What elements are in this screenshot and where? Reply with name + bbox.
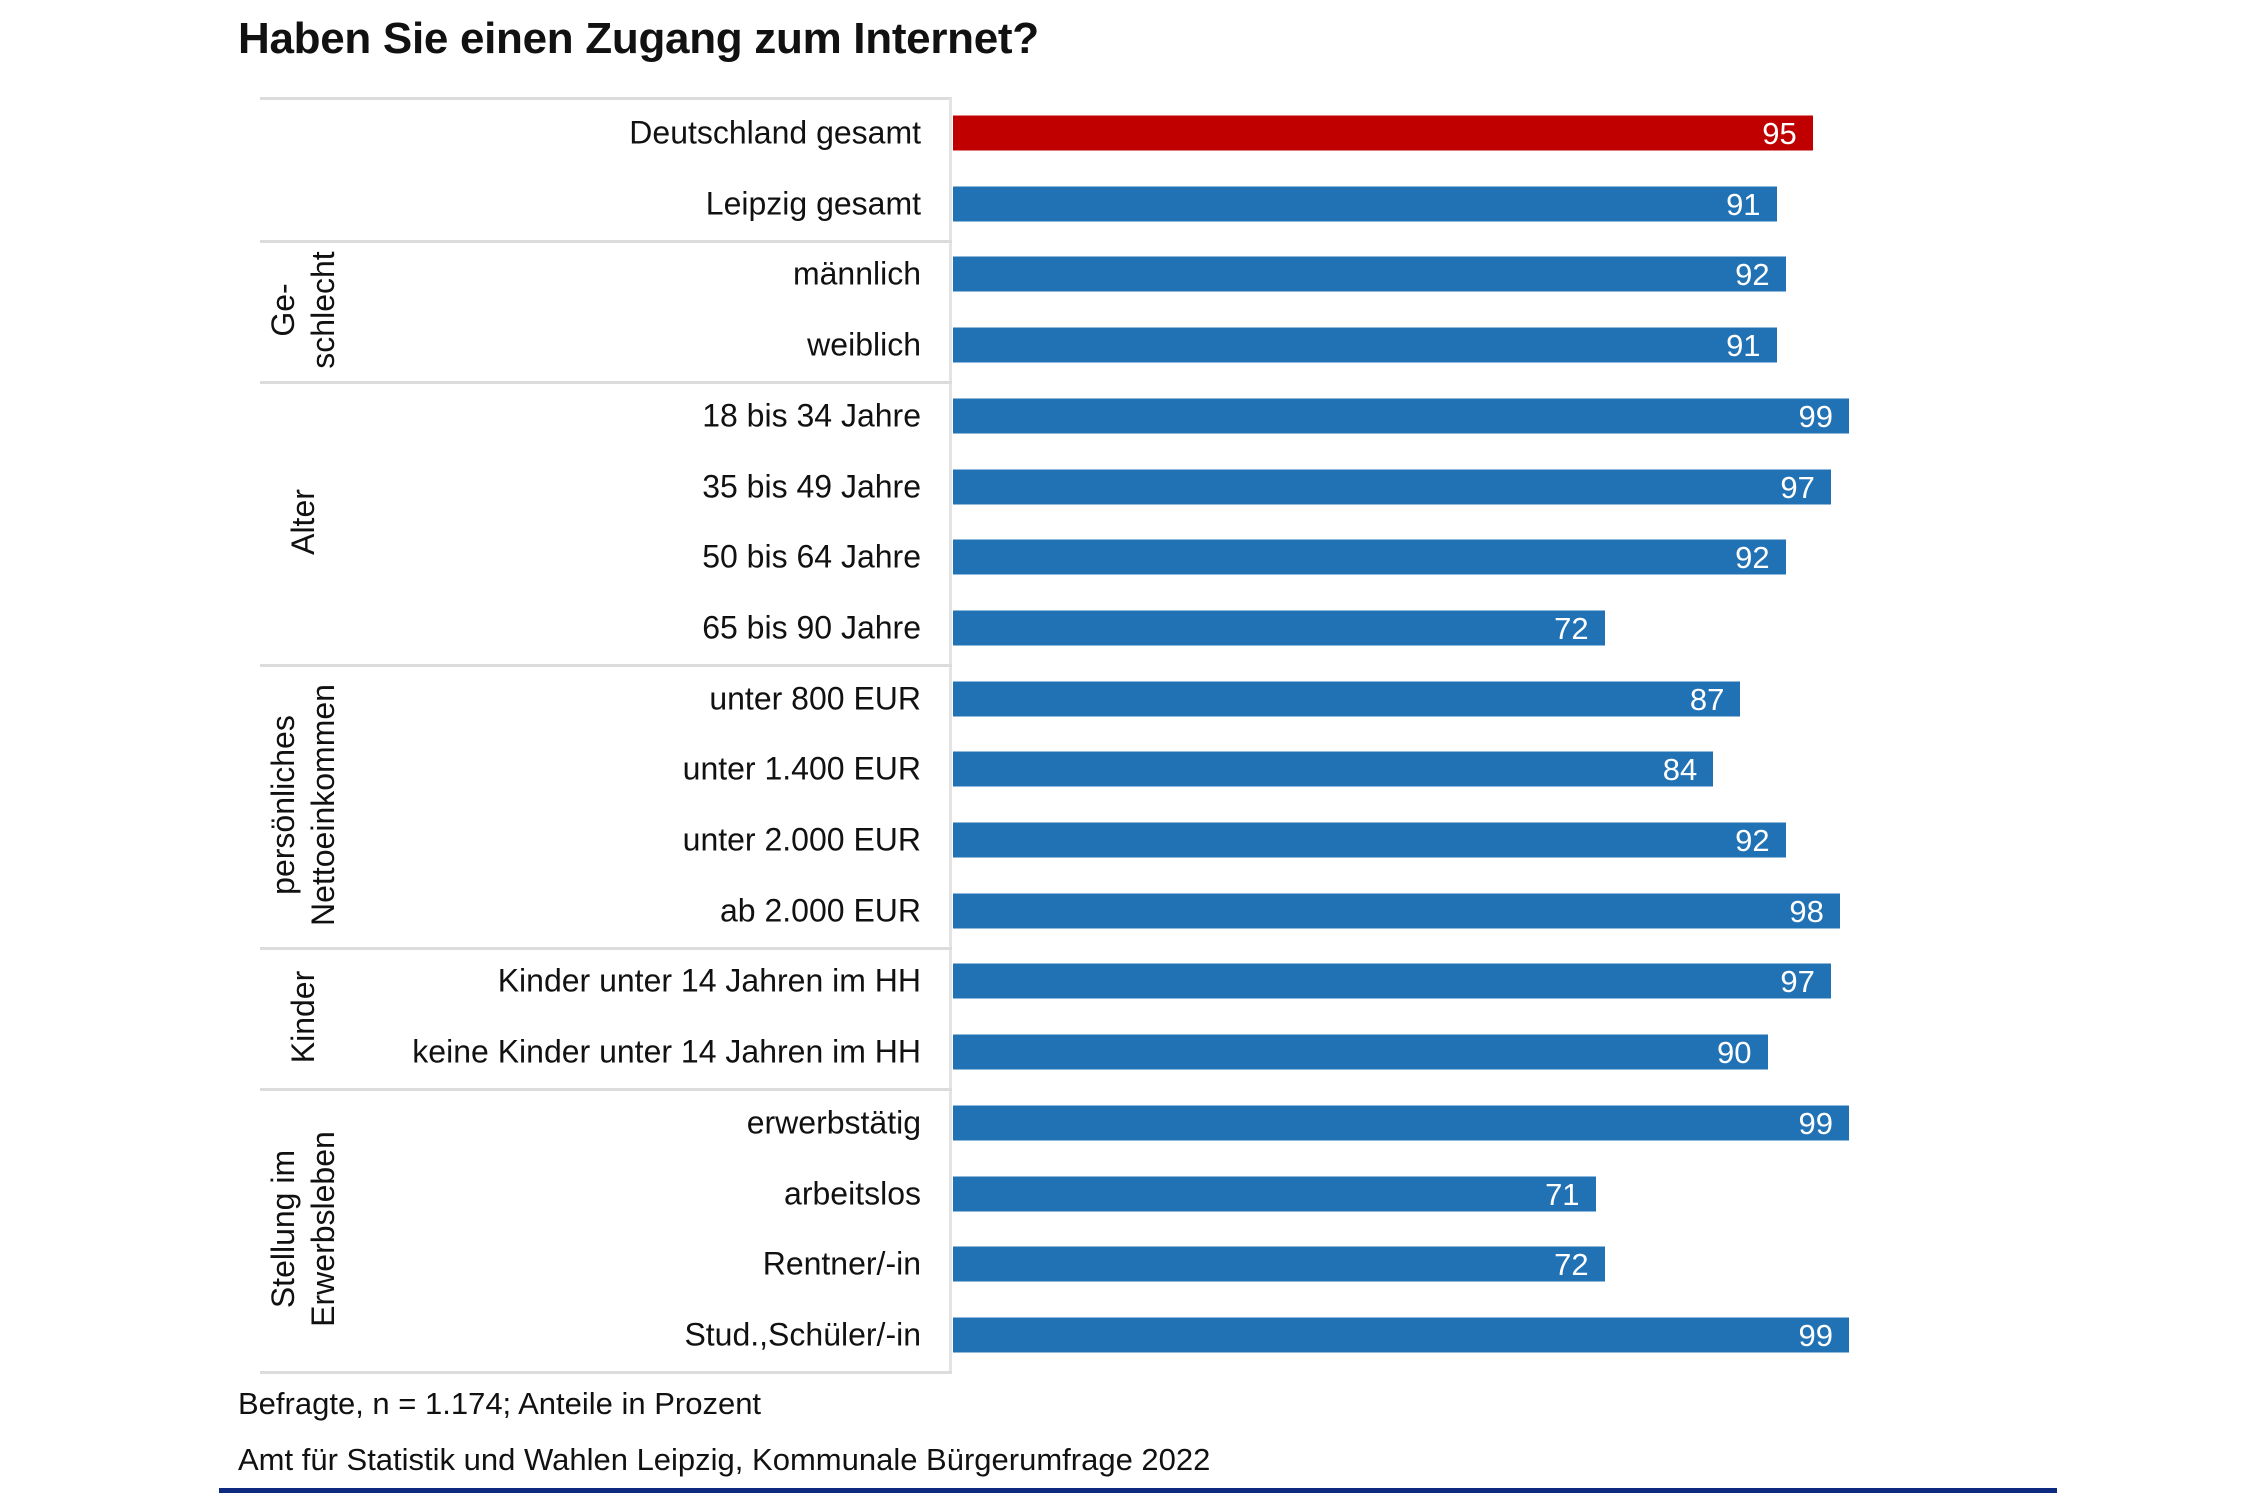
bar (953, 681, 1741, 717)
data-label: 84 (1662, 752, 1698, 788)
data-label: 91 (1726, 328, 1761, 364)
data-label: 90 (1717, 1035, 1752, 1071)
category-label: 18 bis 34 Jahre (702, 397, 921, 434)
data-label: 92 (1735, 823, 1770, 858)
bar (953, 1317, 1849, 1353)
category-label: 50 bis 64 Jahre (702, 538, 921, 575)
category-label: 65 bis 90 Jahre (702, 609, 921, 646)
category-label: unter 1.400 EUR (682, 750, 921, 787)
group-label: Stellung im Erwerbsleben (265, 1131, 341, 1327)
bar (953, 893, 1840, 929)
category-label: 35 bis 49 Jahre (702, 468, 921, 504)
bottom-rule (219, 1488, 2057, 1493)
bar (953, 398, 1849, 434)
category-label: Kinder unter 14 Jahren im HH (497, 962, 921, 999)
footnote-sample: Befragte, n = 1.174; Anteile in Prozent (238, 1386, 762, 1421)
data-label: 97 (1780, 469, 1815, 505)
bar (953, 1105, 1849, 1141)
group-label: Ge- schlecht (265, 251, 341, 369)
bar (953, 1176, 1596, 1211)
data-label: 92 (1735, 540, 1770, 576)
bar (953, 963, 1831, 999)
label-column-border (949, 98, 952, 1372)
bar (953, 256, 1786, 292)
footnote-source: Amt für Statistik und Wahlen Leipzig, Ko… (238, 1442, 1211, 1477)
data-label: 87 (1689, 681, 1725, 717)
group-separator (260, 664, 952, 668)
group-separator (260, 1371, 952, 1375)
data-label: 95 (1762, 116, 1797, 151)
data-label: 71 (1545, 1176, 1580, 1212)
bar (953, 751, 1714, 787)
group-label: Alter (285, 488, 321, 555)
bar (953, 186, 1777, 222)
category-label: ab 2.000 EUR (719, 892, 921, 929)
bar (953, 822, 1786, 858)
category-label: unter 800 EUR (709, 680, 921, 717)
category-label: Rentner/-in (762, 1245, 921, 1282)
category-label: Deutschland gesamt (629, 114, 921, 151)
group-separator (260, 381, 952, 385)
bar (953, 327, 1777, 363)
category-label: Leipzig gesamt (705, 185, 921, 222)
bar (953, 610, 1605, 646)
category-label: männlich (792, 255, 921, 292)
category-label: arbeitslos (784, 1175, 921, 1211)
group-separator (260, 240, 952, 244)
data-label: 91 (1726, 186, 1761, 222)
bar (953, 539, 1786, 575)
bar (953, 115, 1813, 151)
group-separator (260, 1088, 952, 1092)
data-label: 97 (1780, 964, 1815, 1000)
bar (953, 1034, 1768, 1070)
data-label: 99 (1798, 398, 1833, 434)
group-label: Kinder (285, 970, 321, 1064)
data-label: 99 (1798, 1317, 1833, 1353)
bar (953, 469, 1831, 504)
data-label: 92 (1735, 257, 1770, 293)
category-label: weiblich (807, 326, 921, 363)
category-label: unter 2.000 EUR (682, 821, 921, 858)
data-label: 98 (1789, 893, 1824, 929)
data-label: 99 (1798, 1105, 1833, 1141)
group-label: persönliches Nettoeinkommen (265, 683, 341, 926)
chart-title: Haben Sie einen Zugang zum Internet? (238, 14, 1039, 63)
category-label: Stud.,Schüler/-in (684, 1316, 921, 1353)
category-label: keine Kinder unter 14 Jahren im HH (412, 1033, 921, 1070)
bar (953, 1246, 1605, 1282)
data-label: 72 (1554, 610, 1589, 646)
data-label: 72 (1554, 1247, 1589, 1283)
table-top-line (260, 97, 952, 100)
category-label: erwerbstätig (746, 1104, 921, 1141)
group-separator (260, 947, 952, 951)
